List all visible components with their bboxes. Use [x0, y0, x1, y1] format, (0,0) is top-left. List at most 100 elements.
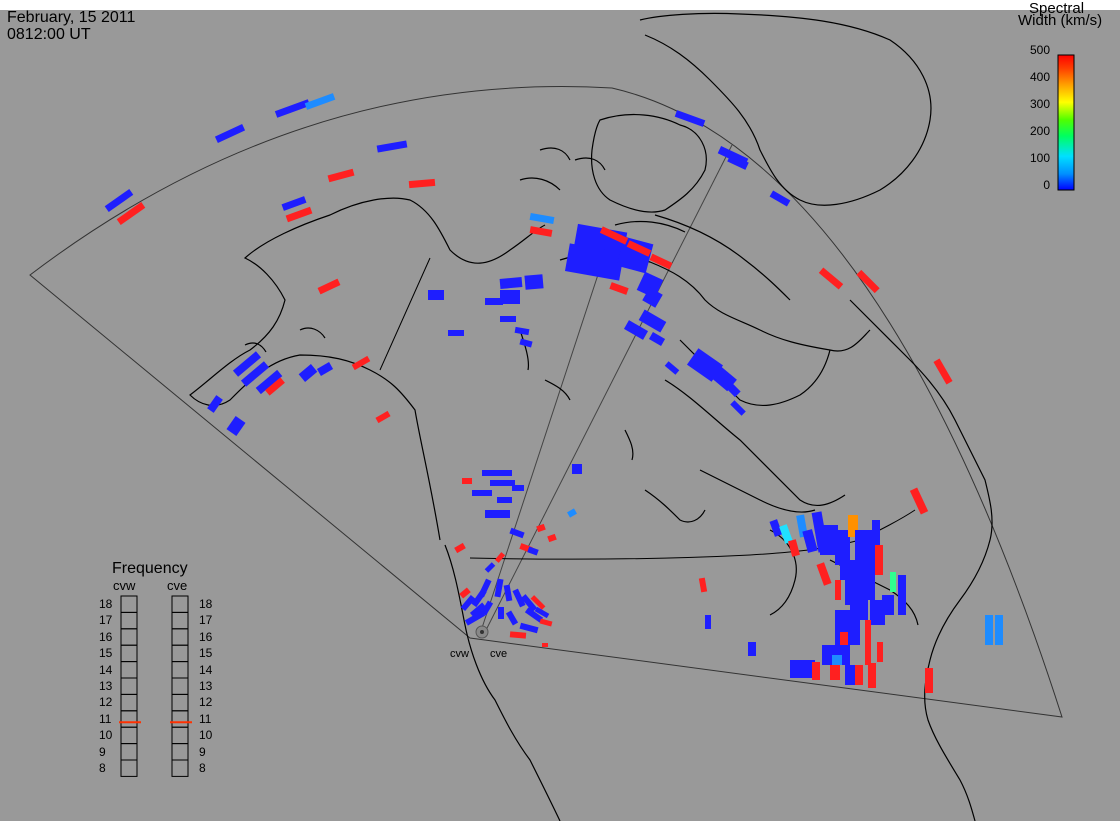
- date-label: February, 15 2011: [7, 9, 136, 26]
- backscatter-cell: [500, 316, 516, 322]
- backscatter-cell: [500, 290, 520, 304]
- backscatter-cell: [865, 620, 871, 665]
- frequency-scale-label: 12: [199, 695, 213, 710]
- colorbar-title-line2: Width (km/s): [1018, 12, 1103, 29]
- backscatter-cell: [664, 361, 680, 375]
- frequency-scale-label: 11: [99, 711, 112, 726]
- backscatter-cell: [674, 110, 706, 127]
- backscatter-cell: [482, 470, 512, 476]
- backscatter-cell: [623, 320, 649, 340]
- backscatter-cell: [539, 618, 553, 627]
- backscatter-cell: [480, 600, 494, 616]
- backscatter-cell: [872, 520, 880, 560]
- backscatter-cell: [848, 515, 858, 537]
- frequency-scale-label: 15: [99, 646, 113, 661]
- backscatter-cell: [567, 508, 577, 518]
- frequency-scale-label: 9: [199, 744, 206, 759]
- backscatter-cell: [933, 358, 953, 385]
- backscatter-cell: [875, 545, 883, 575]
- map-background: [0, 10, 1120, 821]
- backscatter-cell: [877, 642, 883, 662]
- backscatter-cell: [240, 361, 270, 387]
- frequency-radar-label-cvw: cvw: [113, 578, 136, 593]
- frequency-scale-label: 14: [199, 662, 213, 677]
- backscatter-cell: [509, 527, 525, 539]
- backscatter-cell: [505, 610, 519, 626]
- frequency-scale-label: 18: [199, 597, 213, 611]
- backscatter-cell: [769, 190, 791, 207]
- backscatter-cell: [547, 533, 557, 543]
- backscatter-cell: [909, 487, 929, 515]
- frequency-scale-label: 11: [199, 711, 212, 726]
- backscatter-cell: [494, 578, 504, 598]
- frequency-scale-label: 17: [199, 613, 213, 628]
- backscatter-cell: [769, 519, 783, 537]
- frequency-scale-label: 17: [99, 613, 113, 628]
- colorbar-tick-label: 400: [1029, 70, 1050, 84]
- backscatter-cell: [599, 226, 629, 245]
- frequency-scale-label: 16: [99, 629, 113, 644]
- colorbar-tick-label: 200: [1029, 124, 1050, 138]
- backscatter-cell: [460, 594, 476, 612]
- backscatter-cell: [298, 364, 318, 382]
- colorbar-tick-label: 500: [1029, 43, 1050, 57]
- backscatter-cell: [860, 560, 875, 600]
- backscatter-cell: [616, 236, 654, 274]
- backscatter-cell: [285, 206, 313, 223]
- backscatter-cell: [520, 594, 538, 612]
- frequency-scales: [119, 595, 192, 777]
- backscatter-cell: [485, 510, 510, 518]
- backscatter-cell: [649, 253, 673, 270]
- backscatter-cell: [464, 610, 486, 626]
- backscatter-cell: [499, 277, 523, 289]
- backscatter-cell: [564, 243, 625, 281]
- backscatter-cell: [779, 524, 793, 544]
- frequency-scale-label: 13: [99, 679, 113, 693]
- frequency-scale-label: 10: [99, 728, 113, 743]
- backscatter-cell: [898, 575, 906, 615]
- backscatter-cell: [281, 196, 307, 211]
- backscatter-cell: [509, 631, 527, 639]
- backscatter-cell: [856, 269, 880, 294]
- site-label-cvw: cvw: [450, 648, 469, 660]
- backscatter-cell: [462, 478, 472, 484]
- backscatter-cell: [316, 362, 334, 376]
- backscatter-cell: [730, 400, 746, 416]
- frequency-scale-label: 16: [199, 629, 213, 644]
- backscatter-cell: [698, 577, 708, 593]
- frequency-scale-label: 8: [99, 761, 106, 775]
- backscatter-cell: [855, 665, 863, 685]
- backscatter-cell: [472, 490, 492, 496]
- backscatter-cell: [705, 615, 711, 629]
- radar-field-of-view: [29, 86, 1063, 718]
- backscatter-cell: [995, 615, 1003, 645]
- backscatter-cell: [529, 226, 553, 237]
- backscatter-cell: [490, 480, 515, 486]
- backscatter-cell: [572, 464, 582, 474]
- backscatter-cell: [536, 523, 546, 533]
- backscatter-cell: [503, 584, 513, 602]
- backscatter-cell: [529, 212, 555, 225]
- backscatter-cell: [816, 562, 832, 586]
- site-label-cve: cve: [490, 648, 508, 660]
- backscatter-cell: [226, 416, 246, 436]
- backscatter-cell: [255, 369, 283, 395]
- backscatter-cell: [375, 410, 391, 424]
- backscatter-cell: [214, 123, 246, 144]
- backscatter-cell: [527, 546, 539, 556]
- backscatter-cell: [748, 642, 756, 656]
- backscatter-cell: [985, 615, 993, 645]
- backscatter-cell: [638, 309, 667, 333]
- backscatter-cell: [820, 525, 838, 555]
- backscatter-cell: [790, 660, 815, 678]
- backscatter-cells: [104, 93, 1003, 693]
- backscatter-cell: [626, 240, 652, 257]
- frequency-scale-label: 13: [199, 679, 213, 693]
- backscatter-cell: [376, 140, 408, 153]
- backscatter-cell: [304, 93, 336, 110]
- colorbar-title-line1: Spectral: [1029, 0, 1085, 17]
- backscatter-cell: [469, 602, 487, 618]
- backscatter-cell: [882, 595, 894, 615]
- backscatter-cell: [642, 287, 663, 308]
